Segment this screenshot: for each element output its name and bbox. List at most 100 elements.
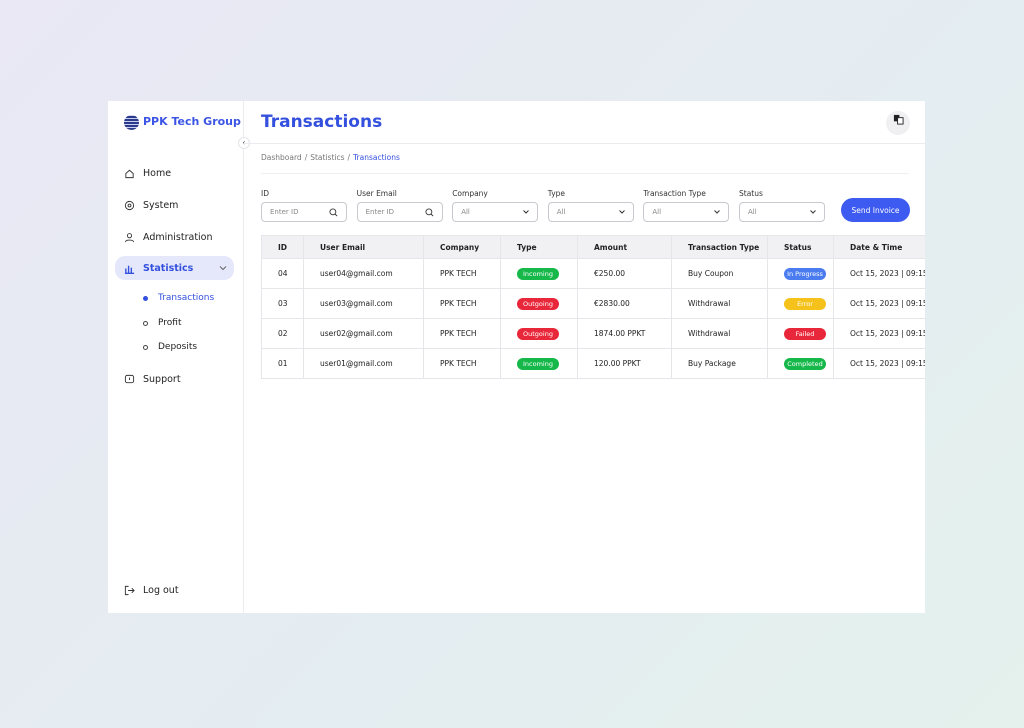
status-badge: In Progress	[784, 267, 826, 280]
table-cell: Failed	[767, 318, 834, 349]
table-cell: Outgoing	[500, 288, 578, 319]
nav-item[interactable]: System	[124, 197, 178, 213]
nav-item[interactable]: Log out	[124, 582, 179, 598]
table-cell: Oct 15, 2023 | 09:15AM	[833, 348, 925, 379]
filter-text: All	[652, 208, 662, 216]
filter-label: User Email	[356, 189, 397, 198]
status-badge: Incoming	[517, 267, 559, 280]
nav-label: Statistics	[143, 262, 194, 274]
table-row: 03 user03@gmail.com PPK TECH Outgoing €2830.…	[261, 288, 925, 319]
filter-text: Enter ID	[270, 208, 299, 216]
logo	[124, 115, 139, 130]
nav-label: Log out	[143, 584, 179, 596]
filter-text: Enter ID	[365, 208, 395, 216]
table-cell: In Progress	[767, 258, 834, 289]
crumb-separator: /	[304, 153, 308, 162]
nav-label: Support	[143, 373, 181, 385]
table-cell: 120.00 PPKT	[577, 348, 672, 379]
nav-label: Administration	[143, 231, 213, 243]
table-row: 02 user02@gmail.com PPK TECH Outgoing 1874.0…	[261, 318, 925, 349]
table-row: 04 user04@gmail.com PPK TECH Incoming €250.0…	[261, 258, 925, 289]
table-body: 04 user04@gmail.com PPK TECH Incoming €250.0…	[261, 258, 925, 379]
send-invoice-button[interactable]: Send Invoice	[841, 198, 910, 222]
table-cell: Buy Package	[671, 348, 768, 379]
filter-label: Company	[452, 189, 488, 198]
nav-label: Home	[143, 167, 172, 179]
filter-input[interactable]: All	[547, 202, 634, 222]
table-cell: 01	[261, 348, 304, 379]
nav-item[interactable]: Home	[124, 165, 171, 181]
status-badge: Outgoing	[517, 297, 559, 310]
search-icon	[329, 207, 338, 217]
table-cell: €250.00	[577, 258, 672, 289]
column-header: Amount	[577, 235, 672, 259]
table-cell: PPK TECH	[423, 348, 501, 379]
sub-item[interactable]: Transactions	[143, 291, 214, 305]
table-row: 01 user01@gmail.com PPK TECH Incoming 120.00…	[261, 348, 925, 379]
bullet	[143, 344, 148, 350]
filter-input[interactable]: All	[643, 202, 730, 222]
column-header: User Email	[303, 235, 424, 259]
column-header: Transaction Type	[671, 235, 768, 259]
brand: PPK Tech Group	[143, 115, 241, 128]
column-header: Company	[423, 235, 501, 259]
sub-item[interactable]: Profit	[143, 316, 181, 330]
sub-item[interactable]: Deposits	[143, 340, 197, 354]
breadcrumb-divider	[261, 173, 909, 174]
header-divider	[244, 143, 925, 144]
status-badge: Failed	[784, 327, 826, 340]
table-cell: Withdrawal	[671, 288, 768, 319]
search-icon	[425, 207, 434, 217]
nav-item[interactable]: Statistics	[124, 260, 193, 276]
table-cell: Oct 15, 2023 | 09:15AM	[833, 318, 925, 349]
active-highlight	[115, 256, 234, 280]
chevron	[618, 210, 625, 214]
bullet	[143, 295, 148, 301]
table-cell: user01@gmail.com	[303, 348, 424, 379]
status-badge: Outgoing	[517, 327, 559, 340]
table-cell: 03	[261, 288, 304, 319]
filter-text: All	[556, 208, 566, 216]
column-header: Status	[767, 235, 834, 259]
sidebar: PPK Tech Group Home System Administratio…	[108, 101, 244, 613]
column-header: ID	[261, 235, 304, 259]
header-row: ID User Email Company Type Amount Transaction…	[261, 235, 925, 259]
sub-label: Transactions	[158, 293, 215, 303]
column-header: Date & Time	[833, 235, 925, 259]
column-header: Type	[500, 235, 578, 259]
chevron	[810, 210, 816, 214]
table-cell: Oct 15, 2023 | 09:15AM	[833, 288, 925, 319]
table-cell: Oct 15, 2023 | 09:15AM	[833, 258, 925, 289]
bullet	[143, 320, 148, 326]
filter-text: All	[748, 208, 757, 216]
table-cell: PPK TECH	[423, 318, 501, 349]
crumb-item[interactable]: Dashboard	[261, 153, 302, 162]
translate-icon	[893, 114, 904, 125]
crumb-separator: /	[347, 153, 351, 162]
translate-button[interactable]	[886, 111, 910, 135]
table-cell: Incoming	[500, 348, 578, 379]
breadcrumb: Dashboard / Statistics / Transactions	[261, 153, 400, 162]
nav-item[interactable]: Support	[124, 371, 181, 387]
page-title: Transactions	[261, 112, 383, 132]
filter-input[interactable]: All	[739, 202, 825, 222]
nav-item[interactable]: Administration	[124, 229, 213, 245]
filter-text: All	[461, 208, 470, 216]
chevron	[219, 266, 227, 271]
filter-input[interactable]: Enter ID	[261, 202, 347, 222]
table-cell: PPK TECH	[423, 258, 501, 289]
crumb-item[interactable]: Transactions	[353, 153, 400, 162]
table-cell: 04	[261, 258, 304, 289]
crumb-item[interactable]: Statistics	[310, 153, 345, 162]
table-cell: PPK TECH	[423, 288, 501, 319]
table-cell: 1874.00 PPKT	[577, 318, 672, 349]
filter-input[interactable]: All	[452, 202, 539, 222]
sub-label: Deposits	[158, 342, 198, 352]
filter-input[interactable]: Enter ID	[356, 202, 443, 222]
status-badge: Error	[784, 297, 826, 310]
table-cell: Withdrawal	[671, 318, 768, 349]
table-cell: Completed	[767, 348, 834, 379]
table-cell: Buy Coupon	[671, 258, 768, 289]
